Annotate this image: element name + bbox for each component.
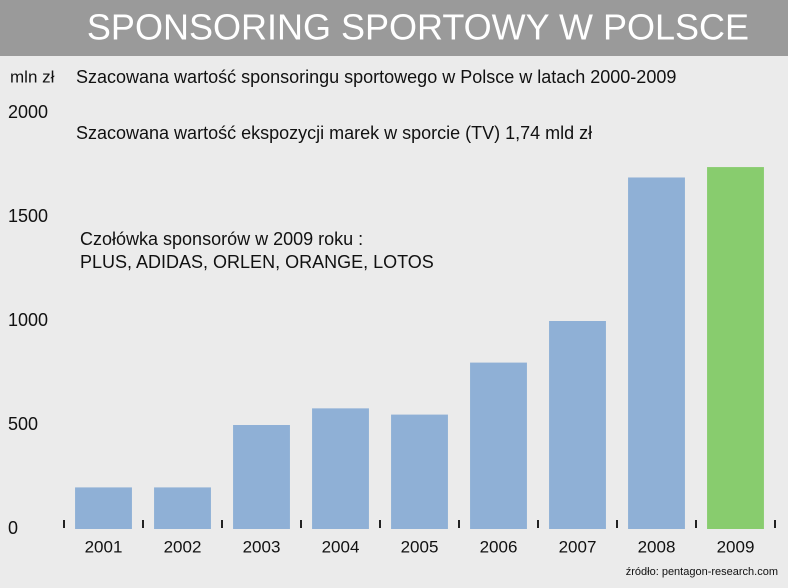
annotation: Szacowana wartość ekspozycji marek w spo…: [76, 123, 592, 143]
bar: [707, 167, 764, 529]
x-tick-label: 2003: [243, 537, 281, 556]
x-tick-label: 2007: [559, 537, 597, 556]
bar: [549, 321, 606, 529]
x-tick-label: 2006: [480, 537, 518, 556]
bar: [233, 425, 290, 529]
bar: [628, 177, 685, 530]
title-banner: [0, 0, 788, 56]
bar: [391, 414, 448, 529]
x-tick-label: 2005: [401, 537, 439, 556]
bar: [75, 487, 132, 529]
bar: [470, 362, 527, 529]
y-tick-label: 1500: [8, 206, 48, 226]
subtitle: Szacowana wartość sponsoringu sportowego…: [76, 67, 676, 87]
bar: [154, 487, 211, 529]
bar: [312, 408, 369, 529]
x-tick-label: 2009: [717, 537, 755, 556]
x-tick-label: 2002: [164, 537, 202, 556]
x-tick-label: 2001: [85, 537, 123, 556]
source: źródło: pentagon-research.com: [626, 566, 778, 578]
y-tick-label: 2000: [8, 102, 48, 122]
annotation: PLUS, ADIDAS, ORLEN, ORANGE, LOTOS: [80, 252, 434, 272]
y-tick-label: 500: [8, 414, 38, 434]
y-tick-label: 0: [8, 518, 18, 538]
x-tick-label: 2004: [322, 537, 360, 556]
y-tick-label: 1000: [8, 310, 48, 330]
annotation: Czołówka sponsorów w 2009 roku :: [80, 229, 363, 249]
chart-title: SPONSORING SPORTOWY W POLSCE: [87, 7, 749, 48]
x-tick-label: 2008: [638, 537, 676, 556]
y-axis-label: mln zł: [10, 67, 55, 86]
